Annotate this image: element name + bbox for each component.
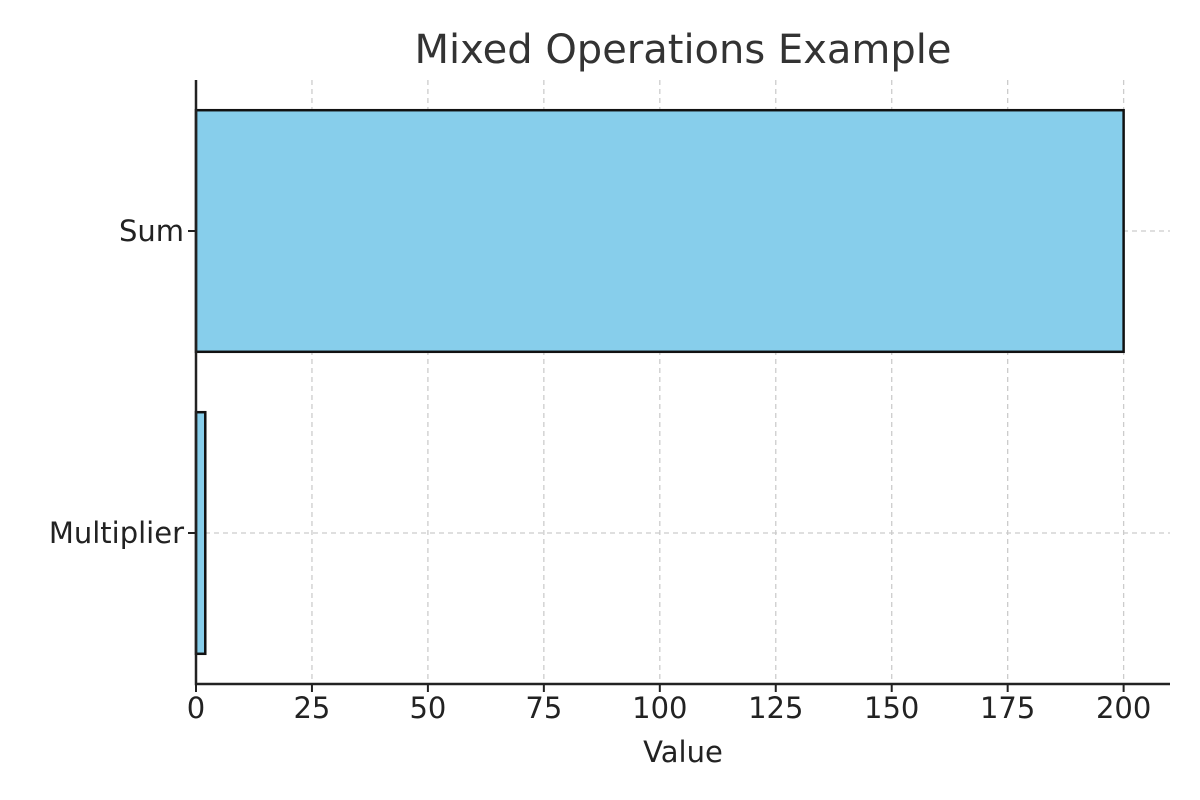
- chart-title: Mixed Operations Example: [415, 27, 952, 73]
- x-tick-label: 125: [748, 691, 803, 725]
- x-axis-label: Value: [643, 735, 723, 769]
- bar-multiplier: [194, 410, 207, 656]
- y-tick-label-sum: Sum: [119, 214, 184, 248]
- x-tick-label: 100: [632, 691, 687, 725]
- y-tick-label-multiplier: Multiplier: [49, 516, 184, 550]
- bars: [194, 108, 1125, 656]
- x-tick-label: 150: [864, 691, 919, 725]
- x-tick-label: 200: [1096, 691, 1151, 725]
- x-tick-label: 75: [525, 691, 562, 725]
- x-tick-label: 175: [980, 691, 1035, 725]
- x-tick-label: 25: [293, 691, 330, 725]
- x-tick-label: 50: [409, 691, 446, 725]
- bar-sum: [194, 108, 1125, 354]
- ticks: 0 25 50 75 100 125 150 175 200 Multiplier Sum: [49, 214, 1151, 725]
- x-tick-label: 0: [187, 691, 205, 725]
